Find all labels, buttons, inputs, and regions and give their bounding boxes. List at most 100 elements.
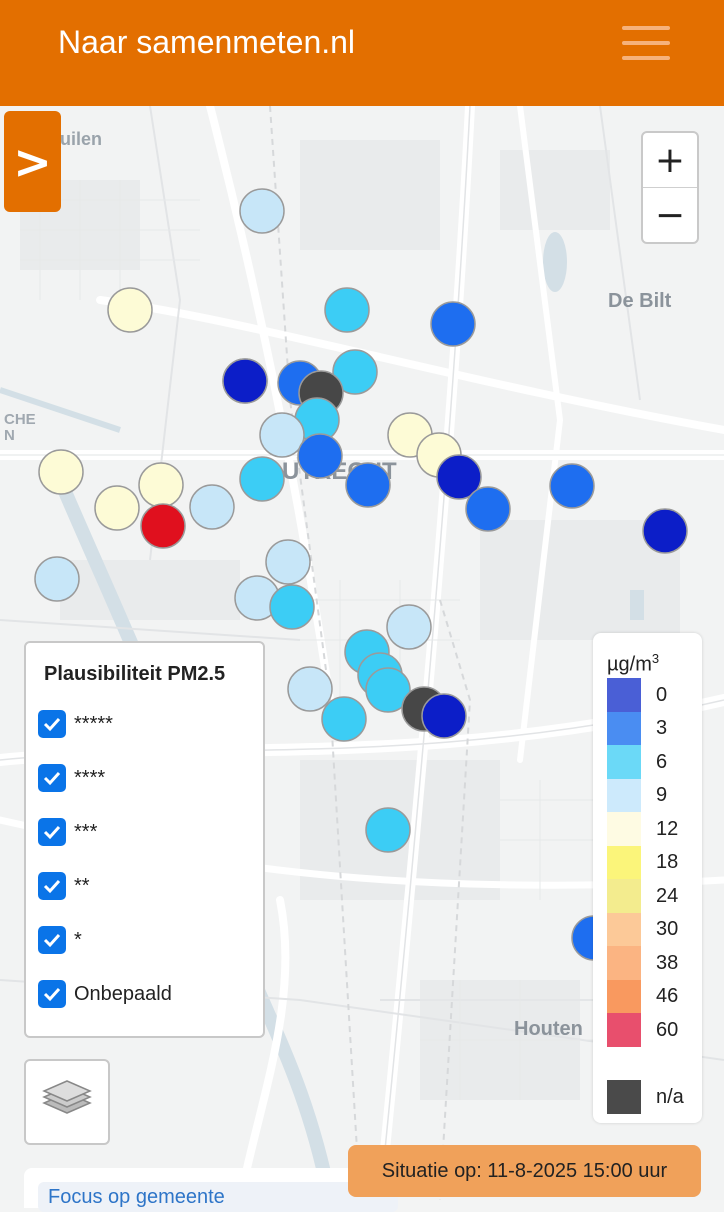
focus-label: Focus op gemeente [48,1186,225,1209]
zoom-control: + − [641,131,699,244]
legend-swatch [607,712,641,746]
legend-swatch [607,745,641,779]
hamburger-icon[interactable] [622,26,670,64]
concentration-legend: µg/m3 0 3 6 9 12 18 24 30 38 46 60 n/a [593,633,702,1123]
checkbox-checked-icon[interactable] [38,710,66,738]
sensor-marker[interactable] [288,667,332,711]
legend-swatch [607,846,641,880]
legend-label: 9 [656,784,667,807]
header-title-link[interactable]: Naar samenmeten.nl [58,24,355,61]
sensor-marker[interactable] [366,808,410,852]
sensor-marker[interactable] [266,540,310,584]
legend-label: 46 [656,985,678,1008]
focus-panel: Focus op gemeente [24,1168,354,1208]
sensor-marker[interactable] [223,359,267,403]
legend-swatch [607,812,641,846]
plausibility-checkbox-label: ** [74,875,90,898]
plausibility-checkbox-1[interactable]: * [38,925,82,955]
plausibility-checkbox-label: ***** [74,713,113,736]
place-label-de-bilt: De Bilt [608,290,672,312]
layers-button[interactable] [24,1059,110,1145]
sensor-marker[interactable] [431,302,475,346]
legend-row: 3 [607,712,667,746]
sensor-marker[interactable] [108,288,152,332]
plausibility-checkbox-label: * [74,929,82,952]
legend-label: 12 [656,818,678,841]
sensor-marker[interactable] [139,463,183,507]
sensor-marker[interactable] [325,288,369,332]
place-label-houten: Houten [514,1018,583,1040]
sensor-marker[interactable] [141,504,185,548]
sensor-marker[interactable] [387,605,431,649]
sidebar-toggle-button[interactable]: > [4,111,61,212]
checkbox-checked-icon[interactable] [38,926,66,954]
sensor-marker[interactable] [322,697,366,741]
legend-swatch [607,678,641,712]
legend-row-na: n/a [607,1080,684,1114]
legend-row: 6 [607,745,667,779]
sensor-marker[interactable] [35,557,79,601]
plausibility-checkbox-3[interactable]: *** [38,817,97,847]
sensor-marker[interactable] [95,486,139,530]
sensor-marker[interactable] [466,487,510,531]
plausibility-legend-title: Plausibiliteit PM2.5 [44,663,225,686]
place-label-che: CHE [4,411,36,428]
legend-swatch [607,1013,641,1047]
legend-row: 30 [607,913,678,947]
legend-label: 24 [656,885,678,908]
sensor-marker[interactable] [240,457,284,501]
legend-label: 38 [656,952,678,975]
plausibility-checkbox-onbepaald[interactable]: Onbepaald [38,979,172,1009]
plausibility-checkbox-2[interactable]: ** [38,871,90,901]
legend-label: 6 [656,751,667,774]
legend-label-na: n/a [656,1086,684,1109]
legend-swatch [607,946,641,980]
sensor-marker[interactable] [298,434,342,478]
legend-row: 46 [607,980,678,1014]
legend-swatch [607,879,641,913]
checkbox-checked-icon[interactable] [38,818,66,846]
zoom-in-button[interactable]: + [643,133,697,188]
legend-swatch-na [607,1080,641,1114]
plausibility-checkbox-5[interactable]: ***** [38,709,113,739]
sensor-marker[interactable] [422,694,466,738]
place-label-n: N [4,427,15,444]
legend-label: 30 [656,918,678,941]
legend-label: 18 [656,851,678,874]
legend-row: 24 [607,879,678,913]
legend-row: 60 [607,1013,678,1047]
plausibility-checkbox-4[interactable]: **** [38,763,105,793]
sensor-marker[interactable] [240,189,284,233]
checkbox-checked-icon[interactable] [38,980,66,1008]
zoom-out-button[interactable]: − [643,188,697,242]
checkbox-checked-icon[interactable] [38,872,66,900]
focus-select[interactable]: Focus op gemeente [38,1182,398,1212]
sensor-marker[interactable] [270,585,314,629]
legend-row: 18 [607,846,678,880]
timestamp-badge: Situatie op: 11-8-2025 15:00 uur [348,1145,701,1197]
sensor-marker[interactable] [346,463,390,507]
plausibility-checkbox-label: **** [74,767,105,790]
legend-row: 0 [607,678,667,712]
concentration-unit: µg/m3 [607,651,659,677]
plausibility-checkbox-label: Onbepaald [74,983,172,1006]
checkbox-checked-icon[interactable] [38,764,66,792]
legend-row: 38 [607,946,678,980]
sensor-marker[interactable] [190,485,234,529]
sensor-marker[interactable] [643,509,687,553]
legend-swatch [607,913,641,947]
legend-row: 12 [607,812,678,846]
place-label-uilen: uilen [60,129,102,149]
sensor-marker[interactable] [550,464,594,508]
legend-swatch [607,779,641,813]
plausibility-checkbox-label: *** [74,821,97,844]
legend-row: 9 [607,779,667,813]
layers-icon [26,1061,108,1143]
plausibility-legend: Plausibiliteit PM2.5 ***** **** *** ** *… [24,641,265,1038]
sensor-marker[interactable] [39,450,83,494]
legend-label: 3 [656,717,667,740]
legend-swatch [607,980,641,1014]
legend-label: 0 [656,684,667,707]
sensor-marker[interactable] [260,413,304,457]
app-header: Naar samenmeten.nl [0,0,724,106]
